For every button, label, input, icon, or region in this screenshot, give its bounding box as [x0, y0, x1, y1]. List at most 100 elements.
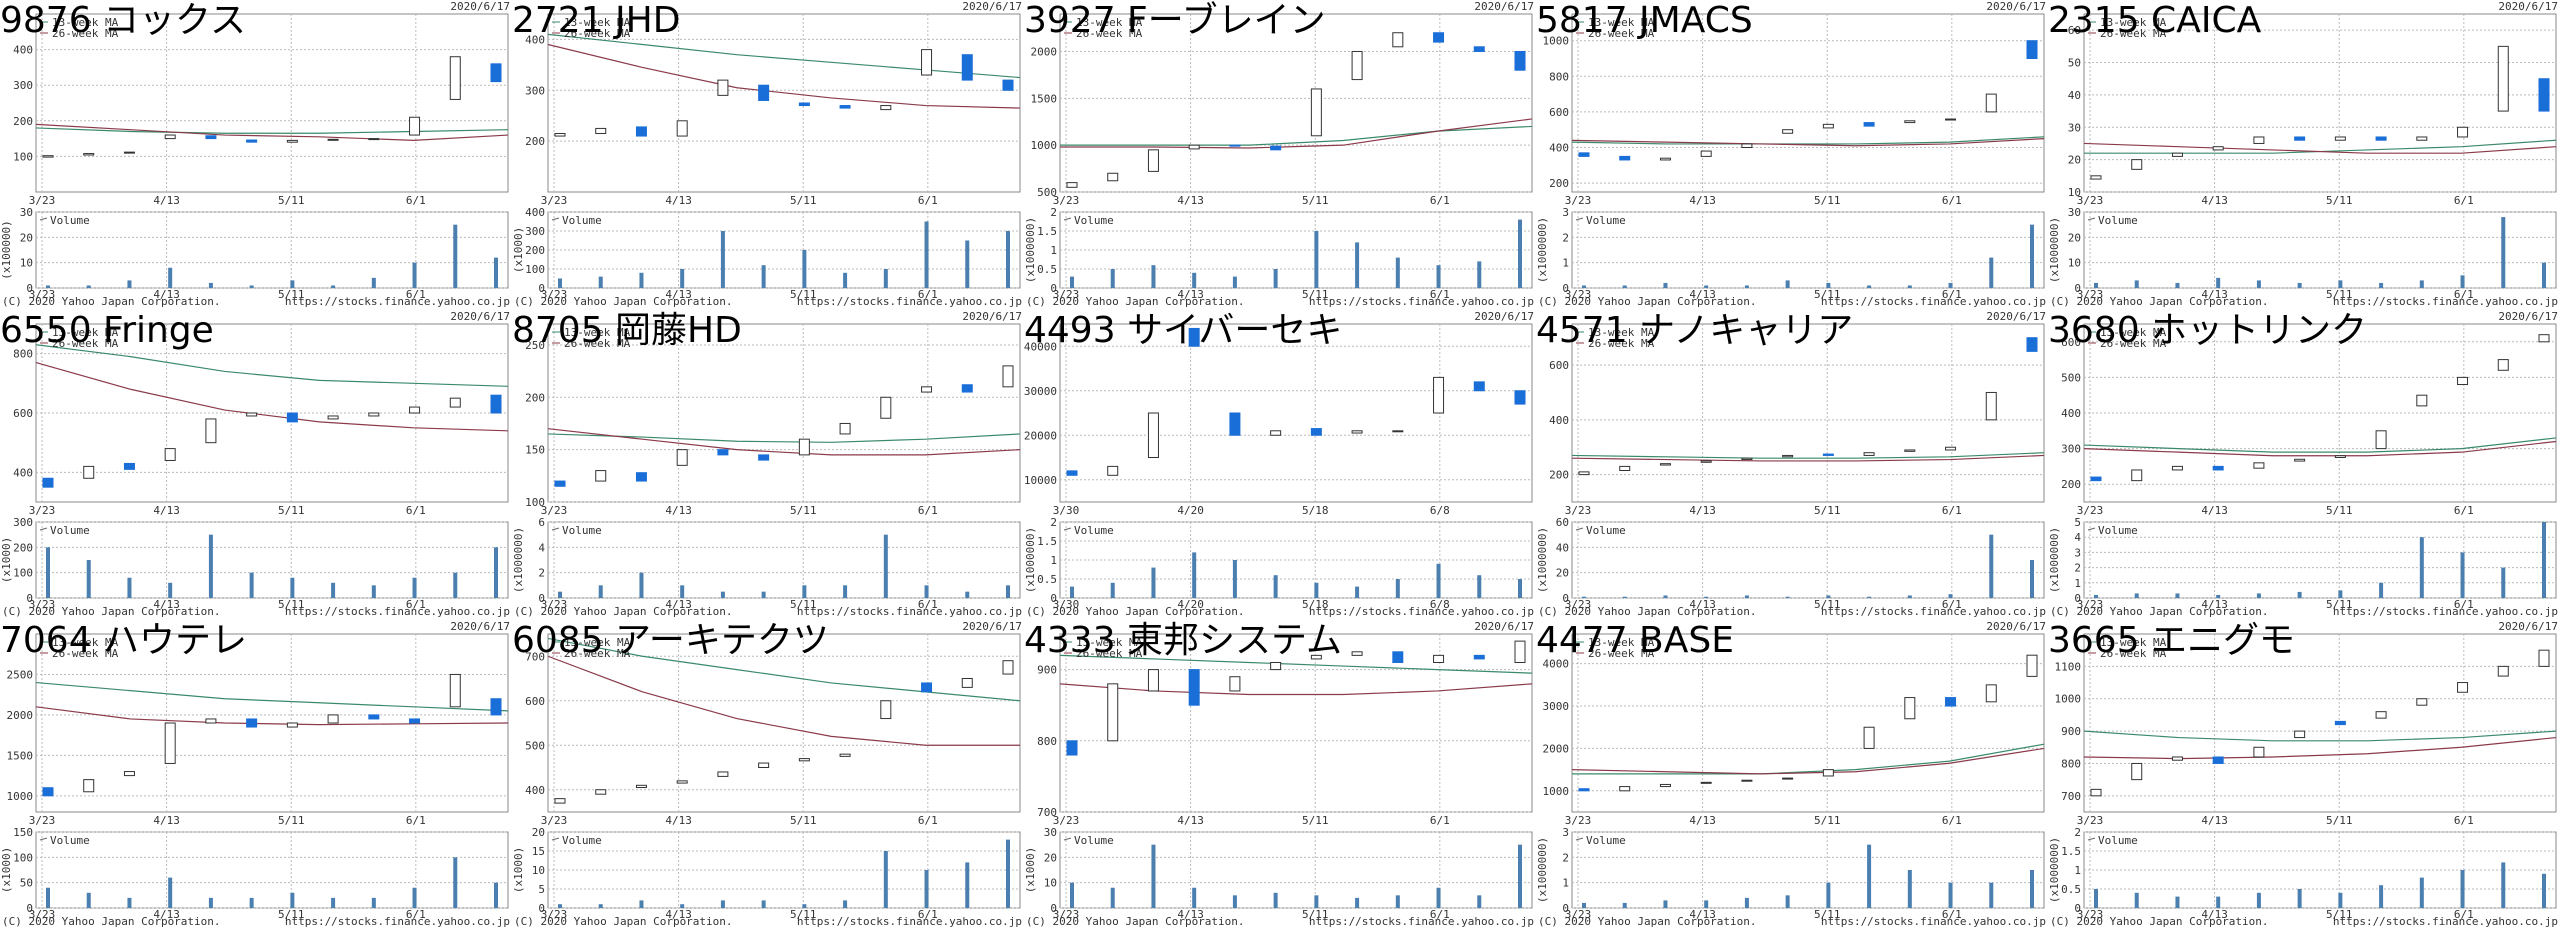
y-tick-label: 100 — [525, 496, 545, 509]
candle — [1066, 470, 1078, 476]
y-tick-label: 0.5 — [1037, 263, 1057, 276]
volume-bar — [1582, 596, 1586, 598]
stock-panel: 40060080001002003003/233/234/134/135/115… — [0, 310, 510, 618]
candle — [1822, 453, 1834, 456]
candle — [1700, 781, 1712, 784]
volume-bar — [2338, 892, 2343, 908]
candle — [554, 133, 566, 137]
y-tick-label: 500 — [2061, 371, 2081, 384]
candle — [2375, 430, 2387, 450]
y-tick-label: 20 — [20, 231, 33, 244]
legend-swatch — [2087, 217, 2096, 221]
volume-bar — [2542, 522, 2546, 598]
y-tick-label: 400 — [525, 33, 545, 46]
x-tick-label: 4/13 — [1177, 814, 1204, 827]
chart-title: 8705 岡藤HD — [512, 310, 742, 351]
volume-bar — [1948, 282, 1953, 288]
y-tick-label: 1500 — [1031, 92, 1058, 105]
moving-average — [2083, 142, 2557, 154]
volume-bar — [558, 904, 562, 908]
volume-bar — [1436, 887, 1441, 908]
x-tick-label: 3/23 — [1053, 194, 1080, 207]
y-tick-label: 400 — [1549, 142, 1569, 155]
y-tick-label: 2 — [2074, 562, 2081, 575]
y-tick-label: 30 — [2068, 121, 2081, 134]
legend-label: 26-week MA — [2100, 647, 2167, 660]
source-url: https://stocks.finance.yahoo.co.jp — [1309, 605, 1534, 618]
x-tick-label: 3/23 — [1565, 814, 1592, 827]
x-tick-label: 6/1 — [1942, 814, 1962, 827]
x-tick-label: 5/11 — [790, 194, 817, 207]
candle — [676, 780, 688, 784]
volume-bar — [412, 887, 417, 908]
candle — [1700, 150, 1712, 157]
candle — [246, 139, 258, 143]
y-tick-label: 200 — [1549, 469, 1569, 482]
volume-bar — [2460, 552, 2465, 598]
candle — [123, 151, 135, 154]
y-tick-label: 800 — [2061, 757, 2081, 770]
y-tick-label: 100 — [525, 263, 545, 276]
candle — [1473, 381, 1485, 392]
volume-label: Volume — [2098, 214, 2138, 227]
candle — [1822, 769, 1834, 777]
x-tick-label: 5/11 — [790, 908, 817, 921]
candle — [1107, 172, 1119, 182]
volume-bar — [2094, 282, 2098, 288]
y-tick-label: 40000 — [1024, 340, 1057, 353]
candle — [2416, 136, 2428, 141]
candle — [490, 63, 502, 83]
volume-bar — [1192, 552, 1197, 598]
volume-bar — [720, 900, 725, 908]
moving-average — [1571, 747, 2045, 775]
candle — [83, 153, 95, 156]
y-tick-label: 1.5 — [1037, 225, 1057, 238]
price-frame — [1571, 633, 2045, 813]
volume-bar — [883, 534, 888, 598]
price-frame — [1571, 13, 2045, 193]
x-tick-label: 6/8 — [1430, 598, 1450, 611]
candle — [1945, 118, 1957, 121]
date: 2020/6/17 — [1474, 0, 1534, 13]
moving-average — [1571, 138, 2045, 147]
volume-frame — [35, 521, 509, 599]
volume-frame — [1571, 211, 2045, 289]
candle — [164, 448, 176, 461]
volume-bar — [1192, 272, 1197, 288]
legend-swatch — [2087, 527, 2096, 531]
volume-bar — [1232, 895, 1237, 908]
candle — [1619, 786, 1631, 792]
volume-bar — [494, 547, 498, 598]
source-url: https://stocks.finance.yahoo.co.jp — [285, 915, 510, 928]
candle — [1310, 428, 1322, 436]
volume-unit: (x100000) — [0, 220, 13, 280]
date: 2020/6/17 — [1986, 310, 2046, 323]
volume-bar — [802, 585, 807, 598]
candle — [921, 682, 933, 693]
x-tick-label: 4/13 — [153, 814, 180, 827]
volume-bar — [639, 572, 644, 598]
legend-label: 13-week MA — [2100, 636, 2167, 649]
y-tick-label: 200 — [13, 115, 33, 128]
volume-frame — [2083, 211, 2557, 289]
x-tick-label: 5/11 — [1814, 504, 1841, 517]
legend-label: 13-week MA — [1076, 636, 1143, 649]
y-tick-label: 10 — [2068, 186, 2081, 199]
x-tick-label: 5/11 — [278, 908, 305, 921]
copyright: (C) 2020 Yahoo Japan Corporation. — [2050, 605, 2269, 618]
candle — [2090, 476, 2102, 482]
volume-bar — [1867, 285, 1872, 288]
y-tick-label: 2 — [2074, 826, 2081, 839]
candle — [327, 415, 339, 420]
date: 2020/6/17 — [450, 310, 510, 323]
volume-bar — [1273, 892, 1278, 908]
moving-average — [1571, 136, 2045, 145]
y-tick-label: 100 — [13, 567, 33, 580]
y-tick-label: 150 — [13, 826, 33, 839]
y-tick-label: 300 — [2061, 443, 2081, 456]
volume-bar — [2175, 282, 2180, 288]
candle — [1904, 449, 1916, 452]
stock-panel: 2003004005006000123453/233/234/134/135/1… — [2048, 310, 2558, 618]
candle — [2538, 78, 2550, 112]
volume-unit: (x1000) — [0, 847, 13, 893]
